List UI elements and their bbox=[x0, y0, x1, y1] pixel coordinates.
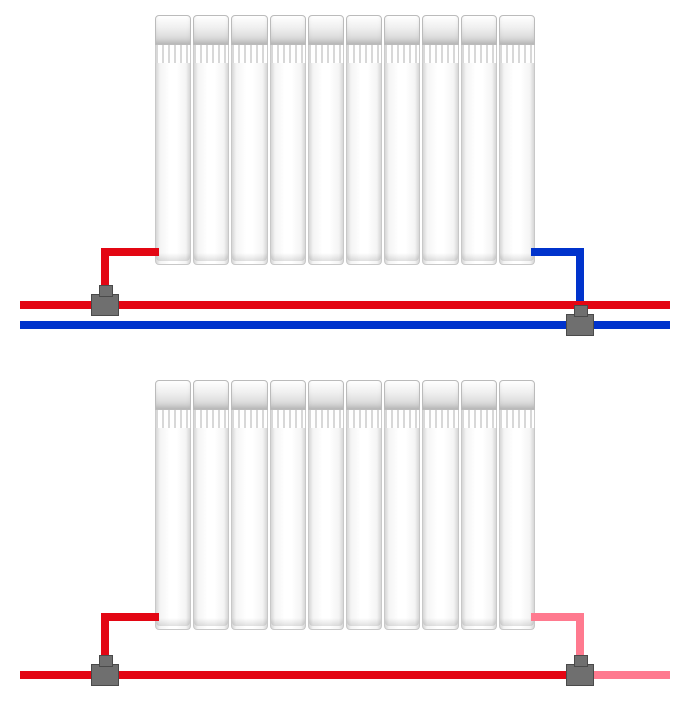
main-mid bbox=[105, 671, 580, 679]
tee-fitting bbox=[91, 294, 119, 316]
supply-branch bbox=[101, 248, 159, 256]
diagram-canvas bbox=[0, 0, 690, 707]
tee-fitting bbox=[91, 664, 119, 686]
radiator bbox=[155, 380, 535, 630]
radiator bbox=[155, 15, 535, 265]
diagram-two-pipe bbox=[0, 0, 690, 350]
tee-fitting bbox=[566, 314, 594, 336]
diagram-one-pipe bbox=[0, 365, 690, 715]
supply-branch bbox=[101, 613, 159, 621]
tee-fitting bbox=[566, 664, 594, 686]
